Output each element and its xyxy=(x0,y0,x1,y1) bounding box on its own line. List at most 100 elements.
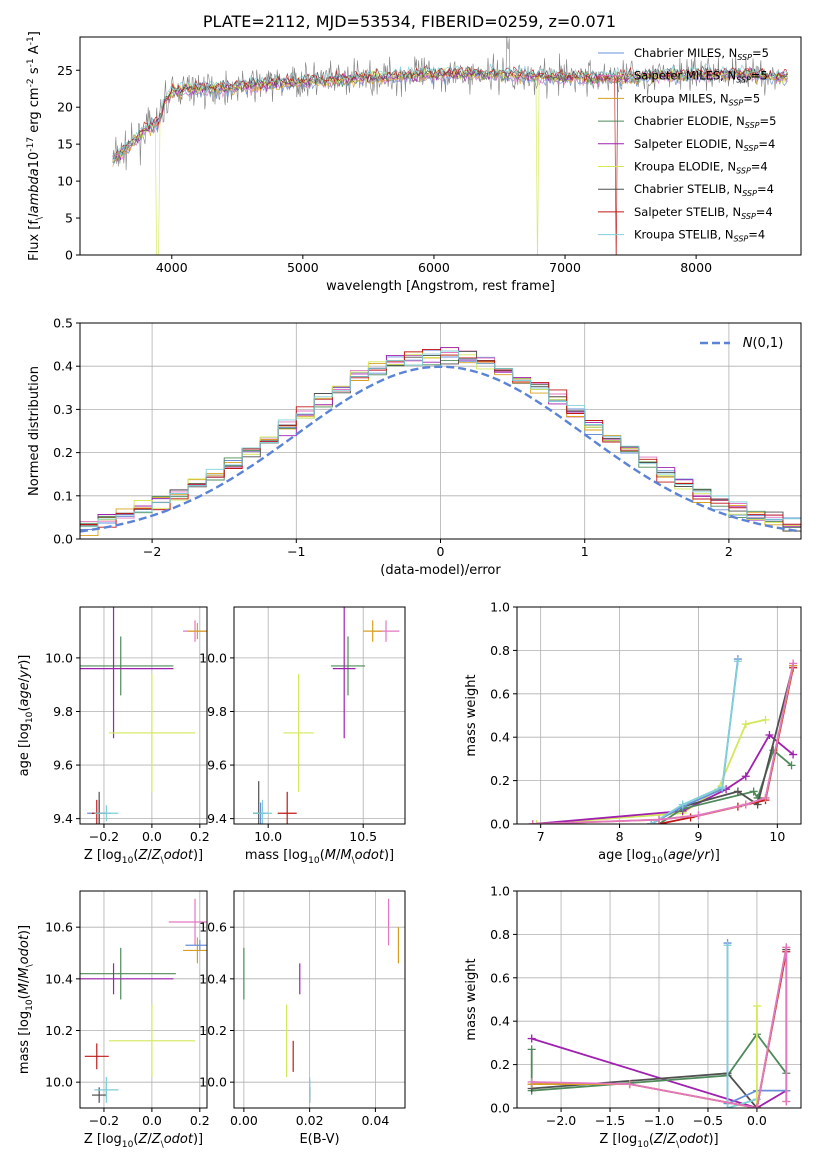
legend-entry: Chabrier ELODIE, NSSP=5 xyxy=(634,114,776,130)
y-tick-label: 0.4 xyxy=(490,1014,510,1029)
y-tick-label: 9.4 xyxy=(53,811,73,826)
x-tick-label: −2.0 xyxy=(546,1113,576,1128)
y-tick-label: 10.0 xyxy=(199,650,227,665)
model-spectrum-8 xyxy=(112,62,788,160)
x-tick-label: −1.5 xyxy=(595,1113,625,1128)
legend-entry: Kroupa MILES, NSSP=5 xyxy=(634,91,760,107)
error-bar-point xyxy=(108,1004,196,1077)
weight-series-3 xyxy=(658,748,793,824)
weight-vs-Z-axes: −2.0 −1.5 −1.0 −0.5 0.0 0.0 0.2 0.4 0.6 0.8 1.0 xyxy=(490,884,802,1128)
error-bar-point xyxy=(80,607,174,739)
weight-marker xyxy=(741,772,750,781)
error-bar-point xyxy=(332,607,356,739)
weight-marker xyxy=(782,943,791,952)
residuals-xlabel: (data-model)/error xyxy=(380,563,501,578)
weight-marker xyxy=(761,793,770,802)
weight-marker xyxy=(694,811,703,820)
age-vs-mass-axes: 10.0 10.5 9.4 9.6 9.8 10.0 xyxy=(199,606,406,844)
x-tick-label: 8 xyxy=(616,829,624,844)
weight-marker xyxy=(528,820,537,824)
age-vs-Z-ylabel: age [log10​(age/yr)] xyxy=(17,655,35,777)
error-bar-point xyxy=(94,805,119,822)
x-tick-label: 0.02 xyxy=(296,1113,324,1128)
x-tick-label: −2 xyxy=(143,544,161,559)
spectrum-legend: Chabrier MILES, NSSP=5 Salpeter MILES, NS… xyxy=(598,46,776,244)
mass-vs-EBV-frame xyxy=(233,890,406,1109)
model-spectrum-7 xyxy=(112,66,788,255)
weight-marker xyxy=(749,787,758,796)
weight-vs-age-plot-area xyxy=(528,655,798,824)
x-tick-label: −1 xyxy=(287,544,305,559)
weight-vs-age-xlabel: age [log10​(age/yr)] xyxy=(598,848,720,866)
weight-marker xyxy=(765,731,774,740)
weight-marker xyxy=(741,720,750,729)
error-bar-point xyxy=(363,620,383,642)
y-tick-label: 9.8 xyxy=(207,704,227,719)
legend-entry: Salpeter ELODIE, NSSP=4 xyxy=(634,137,775,153)
y-tick-label: 0.4 xyxy=(53,359,73,374)
weight-series-1 xyxy=(531,947,788,1108)
y-tick-label: 10 xyxy=(57,174,73,189)
spectrum-xlabel: wavelength [Angstrom, rest frame] xyxy=(326,279,555,294)
weight-marker xyxy=(718,783,727,792)
legend-entry: Kroupa STELIB, NSSP=4 xyxy=(634,228,765,244)
y-tick-label: 9.6 xyxy=(53,758,73,773)
weight-marker xyxy=(723,1104,732,1108)
mass-vs-Z-axes: −0.2 0.0 0.2 10.0 10.2 10.4 10.6 xyxy=(45,890,210,1128)
weight-series-8 xyxy=(650,661,739,824)
x-tick-label: 0.0 xyxy=(142,1113,162,1128)
weight-vs-age-ylabel: mass weight xyxy=(464,674,479,756)
error-bar-point xyxy=(94,1077,119,1103)
weight-marker xyxy=(723,941,732,950)
y-tick-label: 0.3 xyxy=(53,402,73,417)
weight-marker xyxy=(741,800,750,809)
weight-marker xyxy=(752,1002,761,1011)
weight-vs-Z-ylabel: mass weight xyxy=(464,958,479,1040)
age-vs-Z-plot-area xyxy=(80,607,207,824)
x-tick-label: 1 xyxy=(581,544,589,559)
mass-vs-EBV-plot-area xyxy=(243,898,400,1103)
residuals-ylabel: Normed distribution xyxy=(27,366,42,496)
x-tick-label: −0.2 xyxy=(89,829,119,844)
error-bar-point xyxy=(330,636,366,696)
y-tick-label: 10.0 xyxy=(45,1075,73,1090)
age-vs-mass-plot-area xyxy=(253,607,400,824)
figure-title: PLATE=2112, MJD=53534, FIBERID=0259, z=0… xyxy=(202,12,617,31)
y-tick-label: 10.4 xyxy=(199,971,227,986)
y-tick-label: 9.4 xyxy=(207,811,227,826)
normal-legend-label: N(0,1) xyxy=(743,336,784,351)
y-tick-label: 0.2 xyxy=(490,1057,510,1072)
y-tick-label: 10.6 xyxy=(45,920,73,935)
weight-vs-Z-plot-area xyxy=(527,939,791,1108)
x-tick-label: 10.0 xyxy=(254,829,282,844)
residuals-plot-area xyxy=(80,347,801,539)
y-tick-label: 20 xyxy=(57,100,73,115)
y-tick-label: 0.1 xyxy=(53,488,73,503)
y-tick-label: 10.0 xyxy=(45,650,73,665)
weight-series-6 xyxy=(650,665,794,824)
y-tick-label: 0.2 xyxy=(490,773,510,788)
spectrum-ylabel: Flux [f\​lambda10-17​ erg cm-2​ s-1​ A-1… xyxy=(26,31,45,261)
x-tick-label: −0.5 xyxy=(693,1113,723,1128)
y-tick-label: 0.0 xyxy=(53,532,73,547)
x-tick-label: 4000 xyxy=(156,260,188,275)
age-vs-Z-xlabel: Z [log10​(Z/Z\​odot)] xyxy=(84,848,203,866)
x-tick-label: 7000 xyxy=(549,260,581,275)
x-tick-label: 0.2 xyxy=(190,1113,210,1128)
x-tick-label: 10.5 xyxy=(349,829,377,844)
y-tick-label: 10.4 xyxy=(45,971,73,986)
y-tick-label: 0.4 xyxy=(490,730,510,745)
mass-vs-EBV-xlabel: E(B-V) xyxy=(299,1132,339,1147)
y-tick-label: 25 xyxy=(57,63,73,78)
weight-marker xyxy=(789,659,798,668)
age-vs-Z-axes: −0.2 0.0 0.2 9.4 9.6 9.8 10.0 xyxy=(45,606,210,844)
error-bar-point xyxy=(80,636,174,696)
residual-histogram-8 xyxy=(80,350,801,539)
weight-marker xyxy=(532,820,541,824)
weight-series-8 xyxy=(726,945,758,1108)
legend-entry: Chabrier MILES, NSSP=5 xyxy=(634,46,769,62)
x-tick-label: 0.04 xyxy=(361,1113,389,1128)
mass-vs-Z-frame xyxy=(79,890,208,1109)
